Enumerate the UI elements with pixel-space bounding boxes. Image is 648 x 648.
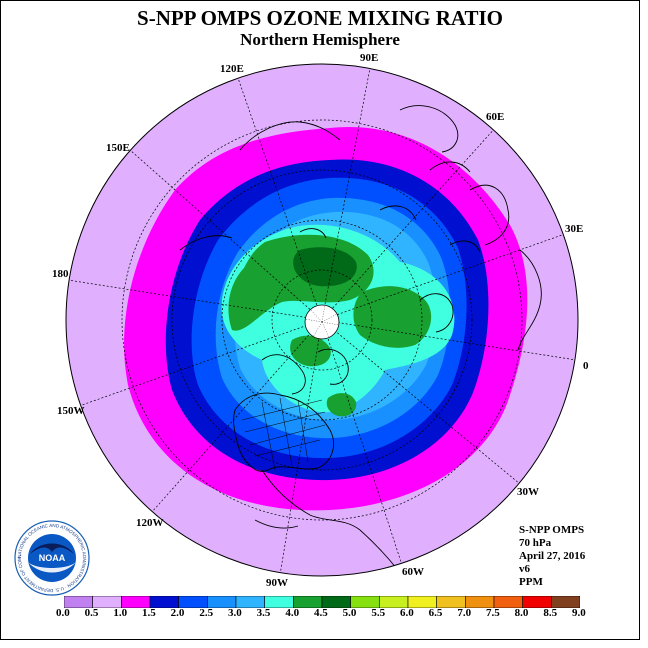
colorbar-tick-label: 3.5: [256, 607, 271, 619]
colorbar-tick-label: 7.5: [486, 607, 500, 619]
colorbar-tick-label: 4.5: [314, 607, 328, 619]
colorbar-tick-label: 6.0: [400, 607, 414, 619]
coastlines: [179, 105, 542, 576]
colorbar-tick-label: 2.5: [199, 607, 214, 619]
info-instrument: S-NPP OMPS: [519, 524, 585, 536]
colorbar-tick-label: 0.5: [84, 607, 99, 619]
lon-label-150e: 150E: [106, 142, 130, 154]
lon-label-180: 180: [52, 268, 69, 280]
contour-4-0-labrador: [326, 393, 357, 417]
lon-label-0: 0: [583, 360, 589, 372]
info-date: April 27, 2016: [519, 550, 586, 562]
colorbar-tick-label: 2.0: [170, 607, 185, 619]
logo-wordmark: NOAA: [39, 553, 66, 563]
page-subtitle: Northern Hemisphere: [240, 30, 400, 49]
info-pressure: 70 hPa: [519, 537, 552, 549]
lon-label-60e: 60E: [486, 111, 505, 123]
state-borders: [241, 397, 326, 471]
contour-4-5: [293, 247, 357, 287]
lon-label-120e: 120E: [220, 63, 244, 75]
lon-label-150w: 150W: [57, 405, 85, 417]
colorbar-segment: [551, 596, 580, 608]
polar-cap-meridians: [304, 304, 340, 339]
info-version: v6: [519, 563, 530, 575]
colorbar-tick-label: 5.5: [371, 607, 386, 619]
page-title: S-NPP OMPS OZONE MIXING RATIO: [137, 6, 503, 30]
contour-4-0-atlantic: [353, 286, 432, 348]
colorbar-tick-label: 0.0: [56, 607, 70, 619]
data-info-block: S-NPP OMPS 70 hPa April 27, 2016 v6 PPM: [519, 524, 585, 589]
figure-frame: [0, 0, 640, 640]
lon-label-90w: 90W: [266, 577, 288, 589]
colorbar-tick-label: 8.0: [514, 607, 529, 619]
graticule-latitudes: [121, 119, 523, 521]
info-units: PPM: [519, 576, 543, 588]
colorbar-tick-label: 1.5: [142, 607, 156, 619]
colorbar-tick-label: 5.0: [342, 607, 357, 619]
lon-label-30w: 30W: [517, 486, 539, 498]
lon-label-30e: 30E: [565, 223, 584, 235]
colorbar: [64, 596, 580, 608]
colorbar-tick-label: 9.0: [572, 607, 586, 619]
colorbar-tick-label: 1.0: [113, 607, 128, 619]
colorbar-tick-label: 6.5: [428, 607, 443, 619]
lon-label-120w: 120W: [136, 517, 164, 529]
lon-label-90e: 90E: [360, 52, 379, 64]
colorbar-tick-label: 8.5: [543, 607, 558, 619]
colorbar-tick-label: 3.0: [228, 607, 242, 619]
colorbar-tick-label: 4.0: [285, 607, 300, 619]
contour-4-0-hudson: [290, 335, 331, 367]
lon-label-60w: 60W: [402, 566, 424, 578]
colorbar-tick-label: 7.0: [457, 607, 472, 619]
noaa-logo: NATIONAL OCEANIC AND ATMOSPHERIC ADMINIS…: [14, 520, 90, 596]
graticule-meridians: [67, 67, 577, 576]
